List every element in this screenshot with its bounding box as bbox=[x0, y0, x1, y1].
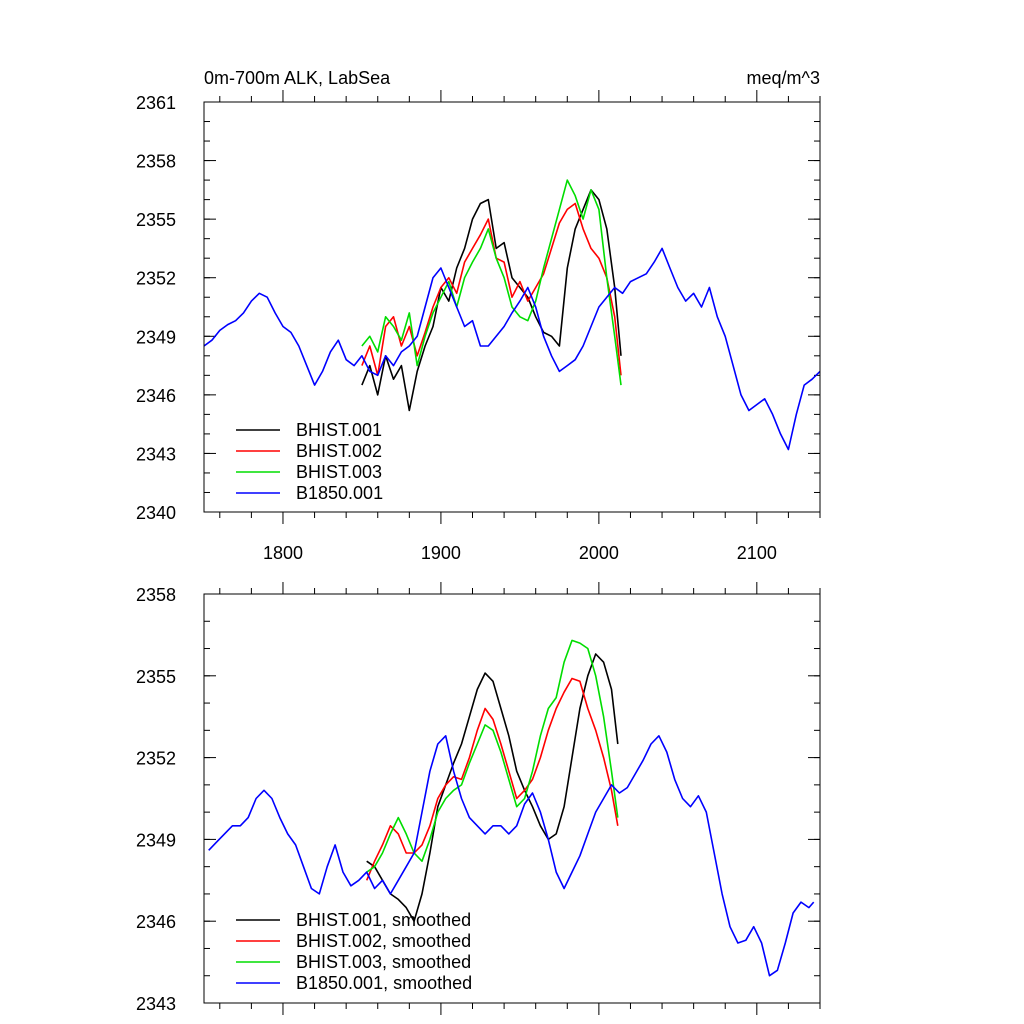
legend-label: B1850.001 bbox=[296, 483, 383, 503]
top-plot-frame bbox=[203, 101, 821, 513]
x-tick-label: 1800 bbox=[263, 543, 303, 563]
y-tick-label: 2361 bbox=[136, 93, 176, 113]
bottom-series-line-4 bbox=[208, 734, 815, 977]
y-tick-label: 2352 bbox=[136, 749, 176, 769]
top-series-line-2 bbox=[361, 202, 622, 377]
y-tick-label: 2346 bbox=[136, 912, 176, 932]
y-tick-label: 2349 bbox=[136, 830, 176, 850]
legend-label: BHIST.003 bbox=[296, 462, 382, 482]
bottom-plot-frame bbox=[203, 593, 821, 1004]
y-tick-label: 2346 bbox=[136, 386, 176, 406]
legend-label: BHIST.003, smoothed bbox=[296, 952, 471, 972]
y-tick-label: 2358 bbox=[136, 585, 176, 605]
y-tick-label: 2355 bbox=[136, 210, 176, 230]
top-series-line-3 bbox=[361, 179, 622, 386]
top-chart-units: meq/m^3 bbox=[747, 68, 820, 88]
top-series-line-1 bbox=[361, 189, 622, 412]
bottom-series-line-2 bbox=[365, 677, 619, 881]
top-series-line-4 bbox=[203, 247, 821, 451]
x-tick-label: 2000 bbox=[579, 543, 619, 563]
legend-label: BHIST.002 bbox=[296, 441, 382, 461]
x-tick-label: 2100 bbox=[737, 543, 777, 563]
legend-label: BHIST.002, smoothed bbox=[296, 931, 471, 951]
y-tick-label: 2355 bbox=[136, 667, 176, 687]
legend-label: B1850.001, smoothed bbox=[296, 973, 472, 993]
legend-label: BHIST.001 bbox=[296, 420, 382, 440]
y-tick-label: 2340 bbox=[136, 503, 176, 523]
y-tick-label: 2343 bbox=[136, 994, 176, 1014]
top-chart-title: 0m-700m ALK, LabSea bbox=[204, 68, 391, 88]
y-tick-label: 2358 bbox=[136, 152, 176, 172]
bottom-panel: 2343 2346 2349 2352 2355 2358 BHIST.001, smoo… bbox=[136, 582, 821, 1015]
top-panel: 0m-700m ALK, LabSea meq/m^3 2340 2343 2346… bbox=[136, 68, 821, 563]
y-tick-label: 2352 bbox=[136, 269, 176, 289]
y-tick-label: 2343 bbox=[136, 444, 176, 464]
legend-label: BHIST.001, smoothed bbox=[296, 910, 471, 930]
x-tick-label: 1900 bbox=[421, 543, 461, 563]
bottom-series-line-3 bbox=[366, 639, 619, 873]
bottom-series-line-1 bbox=[366, 653, 619, 923]
y-tick-label: 2349 bbox=[136, 327, 176, 347]
